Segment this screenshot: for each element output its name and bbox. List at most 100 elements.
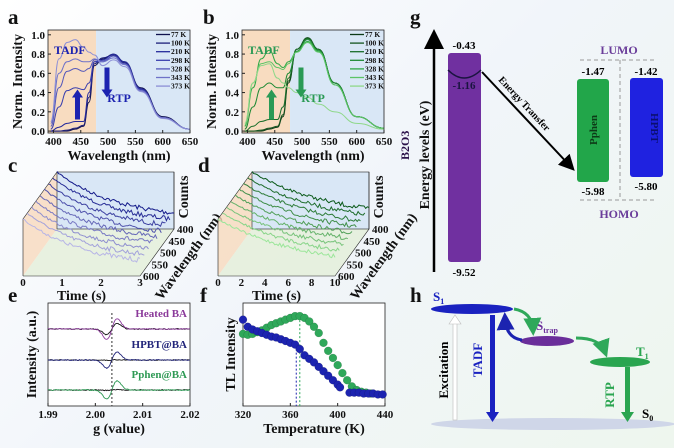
y-tick-label: 0.4 bbox=[31, 88, 45, 100]
wavelength-tick-label: 450 bbox=[169, 236, 186, 248]
b2o3-trap-value: -1.16 bbox=[453, 80, 476, 92]
trap-to-t1-arrow bbox=[575, 336, 610, 358]
panel-label-a: a bbox=[8, 5, 19, 29]
x-tick-label: 360 bbox=[282, 409, 299, 421]
wavelength-tick-label: 600 bbox=[338, 271, 355, 283]
rtp-region bbox=[290, 30, 384, 133]
x-tick-label: 0 bbox=[215, 277, 221, 289]
epr-trace bbox=[47, 380, 191, 400]
x-tick-label: 500 bbox=[100, 136, 117, 148]
decay-trace bbox=[238, 188, 357, 228]
lumo-label: LUMO bbox=[600, 43, 637, 57]
spectrum-line bbox=[50, 53, 191, 132]
decay-trace bbox=[22, 218, 141, 263]
decay-trace bbox=[222, 213, 340, 252]
tadf-label: TADF bbox=[470, 343, 485, 377]
wavelength-tick-label: 550 bbox=[347, 259, 364, 271]
data-point bbox=[328, 353, 338, 363]
wavelength-tick-label: 500 bbox=[355, 248, 372, 260]
data-point bbox=[323, 346, 333, 356]
b2o3-bar bbox=[448, 53, 481, 262]
legend-label: 100 K bbox=[365, 39, 384, 48]
panel-label-c: c bbox=[8, 153, 17, 177]
rtp-arrowhead bbox=[621, 412, 634, 422]
y-tick-label: 0.4 bbox=[225, 88, 239, 100]
homo-label: HOMO bbox=[599, 207, 638, 221]
series-label: HPBT@BA bbox=[132, 339, 188, 351]
y-tick-label: 0.8 bbox=[225, 49, 239, 61]
decay-trace bbox=[226, 206, 344, 246]
x-tick-label: 1 bbox=[59, 277, 65, 289]
energy-axis-label: Energy levels (eV) bbox=[418, 100, 433, 209]
x-tick-label: 600 bbox=[154, 136, 171, 148]
data-point bbox=[295, 344, 305, 354]
x-tick-label: 0 bbox=[20, 277, 26, 289]
isc-arrow bbox=[513, 307, 542, 336]
legend-label: 210 K bbox=[365, 47, 384, 56]
decay-trace bbox=[31, 206, 149, 250]
x-axis-label: Time (s) bbox=[57, 289, 106, 304]
spectrum-line bbox=[244, 39, 385, 130]
decay-trace bbox=[52, 177, 171, 223]
y-tick-label: 1.0 bbox=[225, 30, 239, 42]
rtp-annotation: RTP bbox=[301, 91, 325, 105]
x-tick-label: 650 bbox=[376, 136, 393, 148]
y-axis-label: Norm. Intensity bbox=[205, 34, 220, 129]
x-tick-label: 8 bbox=[309, 277, 315, 289]
x-tick-label: 400 bbox=[45, 136, 62, 148]
x-tick-label: 3 bbox=[137, 277, 143, 289]
plot-frame bbox=[241, 29, 385, 134]
wavelength-tick-label: 400 bbox=[177, 224, 194, 236]
x-tick-label: 450 bbox=[73, 136, 90, 148]
energy-diagram: Energy levels (eV) B2O3 -0.43 -1.16 -9.5… bbox=[398, 29, 663, 279]
panel-e-epr: Heated BA HPBT@BA Pphen@BA 1.99 2.00 2.01 2.02… bbox=[25, 302, 200, 437]
x-tick-label: 550 bbox=[321, 136, 338, 148]
panel-f-tl: 320 360 400 440 Temperature (K) TL Intensity bbox=[224, 302, 394, 437]
wavelength-tick-label: 450 bbox=[364, 236, 381, 248]
data-point bbox=[335, 383, 345, 392]
x-tick-label: 2.00 bbox=[86, 409, 106, 421]
epr-trace bbox=[47, 351, 191, 369]
pphen-lumo-value: -1.47 bbox=[582, 66, 605, 78]
data-point bbox=[342, 375, 352, 385]
jablonski-diagram: S1 Strap T1 S0 Excitation TADF RTP bbox=[431, 289, 674, 430]
b2o3-label: B2O3 bbox=[398, 131, 412, 160]
hpbt-label: HPBT bbox=[648, 113, 660, 144]
tadf-arrow bbox=[490, 315, 495, 413]
s1-level bbox=[431, 304, 513, 314]
y-axis-label: Intensity (a.u.) bbox=[25, 310, 40, 398]
x-tick-label: 2.02 bbox=[180, 409, 200, 421]
epr-trace bbox=[47, 318, 191, 340]
trap-level-arc bbox=[447, 69, 482, 79]
decay-trace bbox=[35, 200, 153, 244]
pphen-bar bbox=[577, 79, 609, 182]
x-tick-label: 2.01 bbox=[133, 409, 152, 421]
data-point bbox=[338, 368, 347, 378]
rtp-down-arrow bbox=[101, 67, 113, 98]
x-tick-label: 550 bbox=[127, 136, 144, 148]
legend-label: 77 K bbox=[365, 30, 380, 39]
energy-transfer-arrow bbox=[481, 71, 575, 171]
left-wall bbox=[218, 172, 252, 276]
excitation-arrowhead bbox=[448, 314, 462, 325]
x-tick-label: 10 bbox=[330, 277, 342, 289]
energy-transfer-label: Energy Transfer bbox=[496, 75, 552, 134]
s1-label: S1 bbox=[433, 289, 444, 306]
decay-trace bbox=[243, 182, 361, 223]
t1-label: T1 bbox=[636, 344, 649, 361]
floor bbox=[218, 229, 369, 276]
x-axis-label: Temperature (K) bbox=[263, 422, 365, 437]
data-point bbox=[333, 360, 342, 370]
rtp-annotation: RTP bbox=[107, 91, 131, 105]
data-point bbox=[378, 390, 387, 399]
decay-trace bbox=[217, 218, 336, 259]
x-tick-label: 1.99 bbox=[38, 409, 58, 421]
y-tick-label: 0.0 bbox=[31, 126, 45, 138]
x-axis-label: g (value) bbox=[93, 422, 145, 437]
data-point bbox=[309, 322, 319, 332]
frame-edge bbox=[22, 171, 58, 276]
pphen-homo-value: -5.98 bbox=[582, 186, 605, 198]
